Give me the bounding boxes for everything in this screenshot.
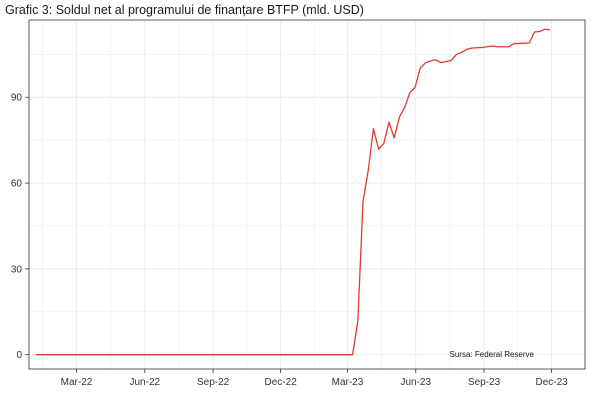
y-tick-label: 0	[16, 350, 22, 361]
x-tick-label: Mar-22	[61, 377, 93, 388]
x-tick-label: Dec-23	[535, 377, 568, 388]
x-tick-label: Sep-22	[197, 377, 230, 388]
major-gridlines	[29, 20, 585, 369]
source-note: Sursa: Federal Reserve	[450, 350, 535, 359]
x-tick-label: Dec-22	[265, 377, 298, 388]
y-tick-label: 60	[11, 179, 23, 190]
x-tick-label: Mar-23	[332, 377, 364, 388]
x-tick-label: Sep-23	[468, 377, 501, 388]
series-layer	[35, 28, 551, 356]
y-tick-label: 30	[11, 264, 23, 275]
x-axis: Mar-22 Jun-22 Sep-22 Dec-22 Mar-23 Jun-23 Sep-…	[61, 369, 568, 388]
y-tick-label: 90	[11, 93, 23, 104]
series-line-1	[35, 28, 551, 356]
x-tick-label: Jun-23	[400, 377, 431, 388]
y-axis: 0 30 60 90	[11, 93, 29, 361]
plot-frame	[28, 19, 586, 370]
x-tick-label: Jun-22	[130, 377, 161, 388]
chart-title: Grafic 3: Soldul net al programului de f…	[5, 3, 364, 17]
minor-gridlines	[29, 20, 585, 369]
